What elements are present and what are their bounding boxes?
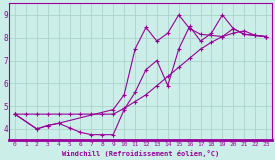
X-axis label: Windchill (Refroidissement éolien,°C): Windchill (Refroidissement éolien,°C) (62, 150, 219, 156)
